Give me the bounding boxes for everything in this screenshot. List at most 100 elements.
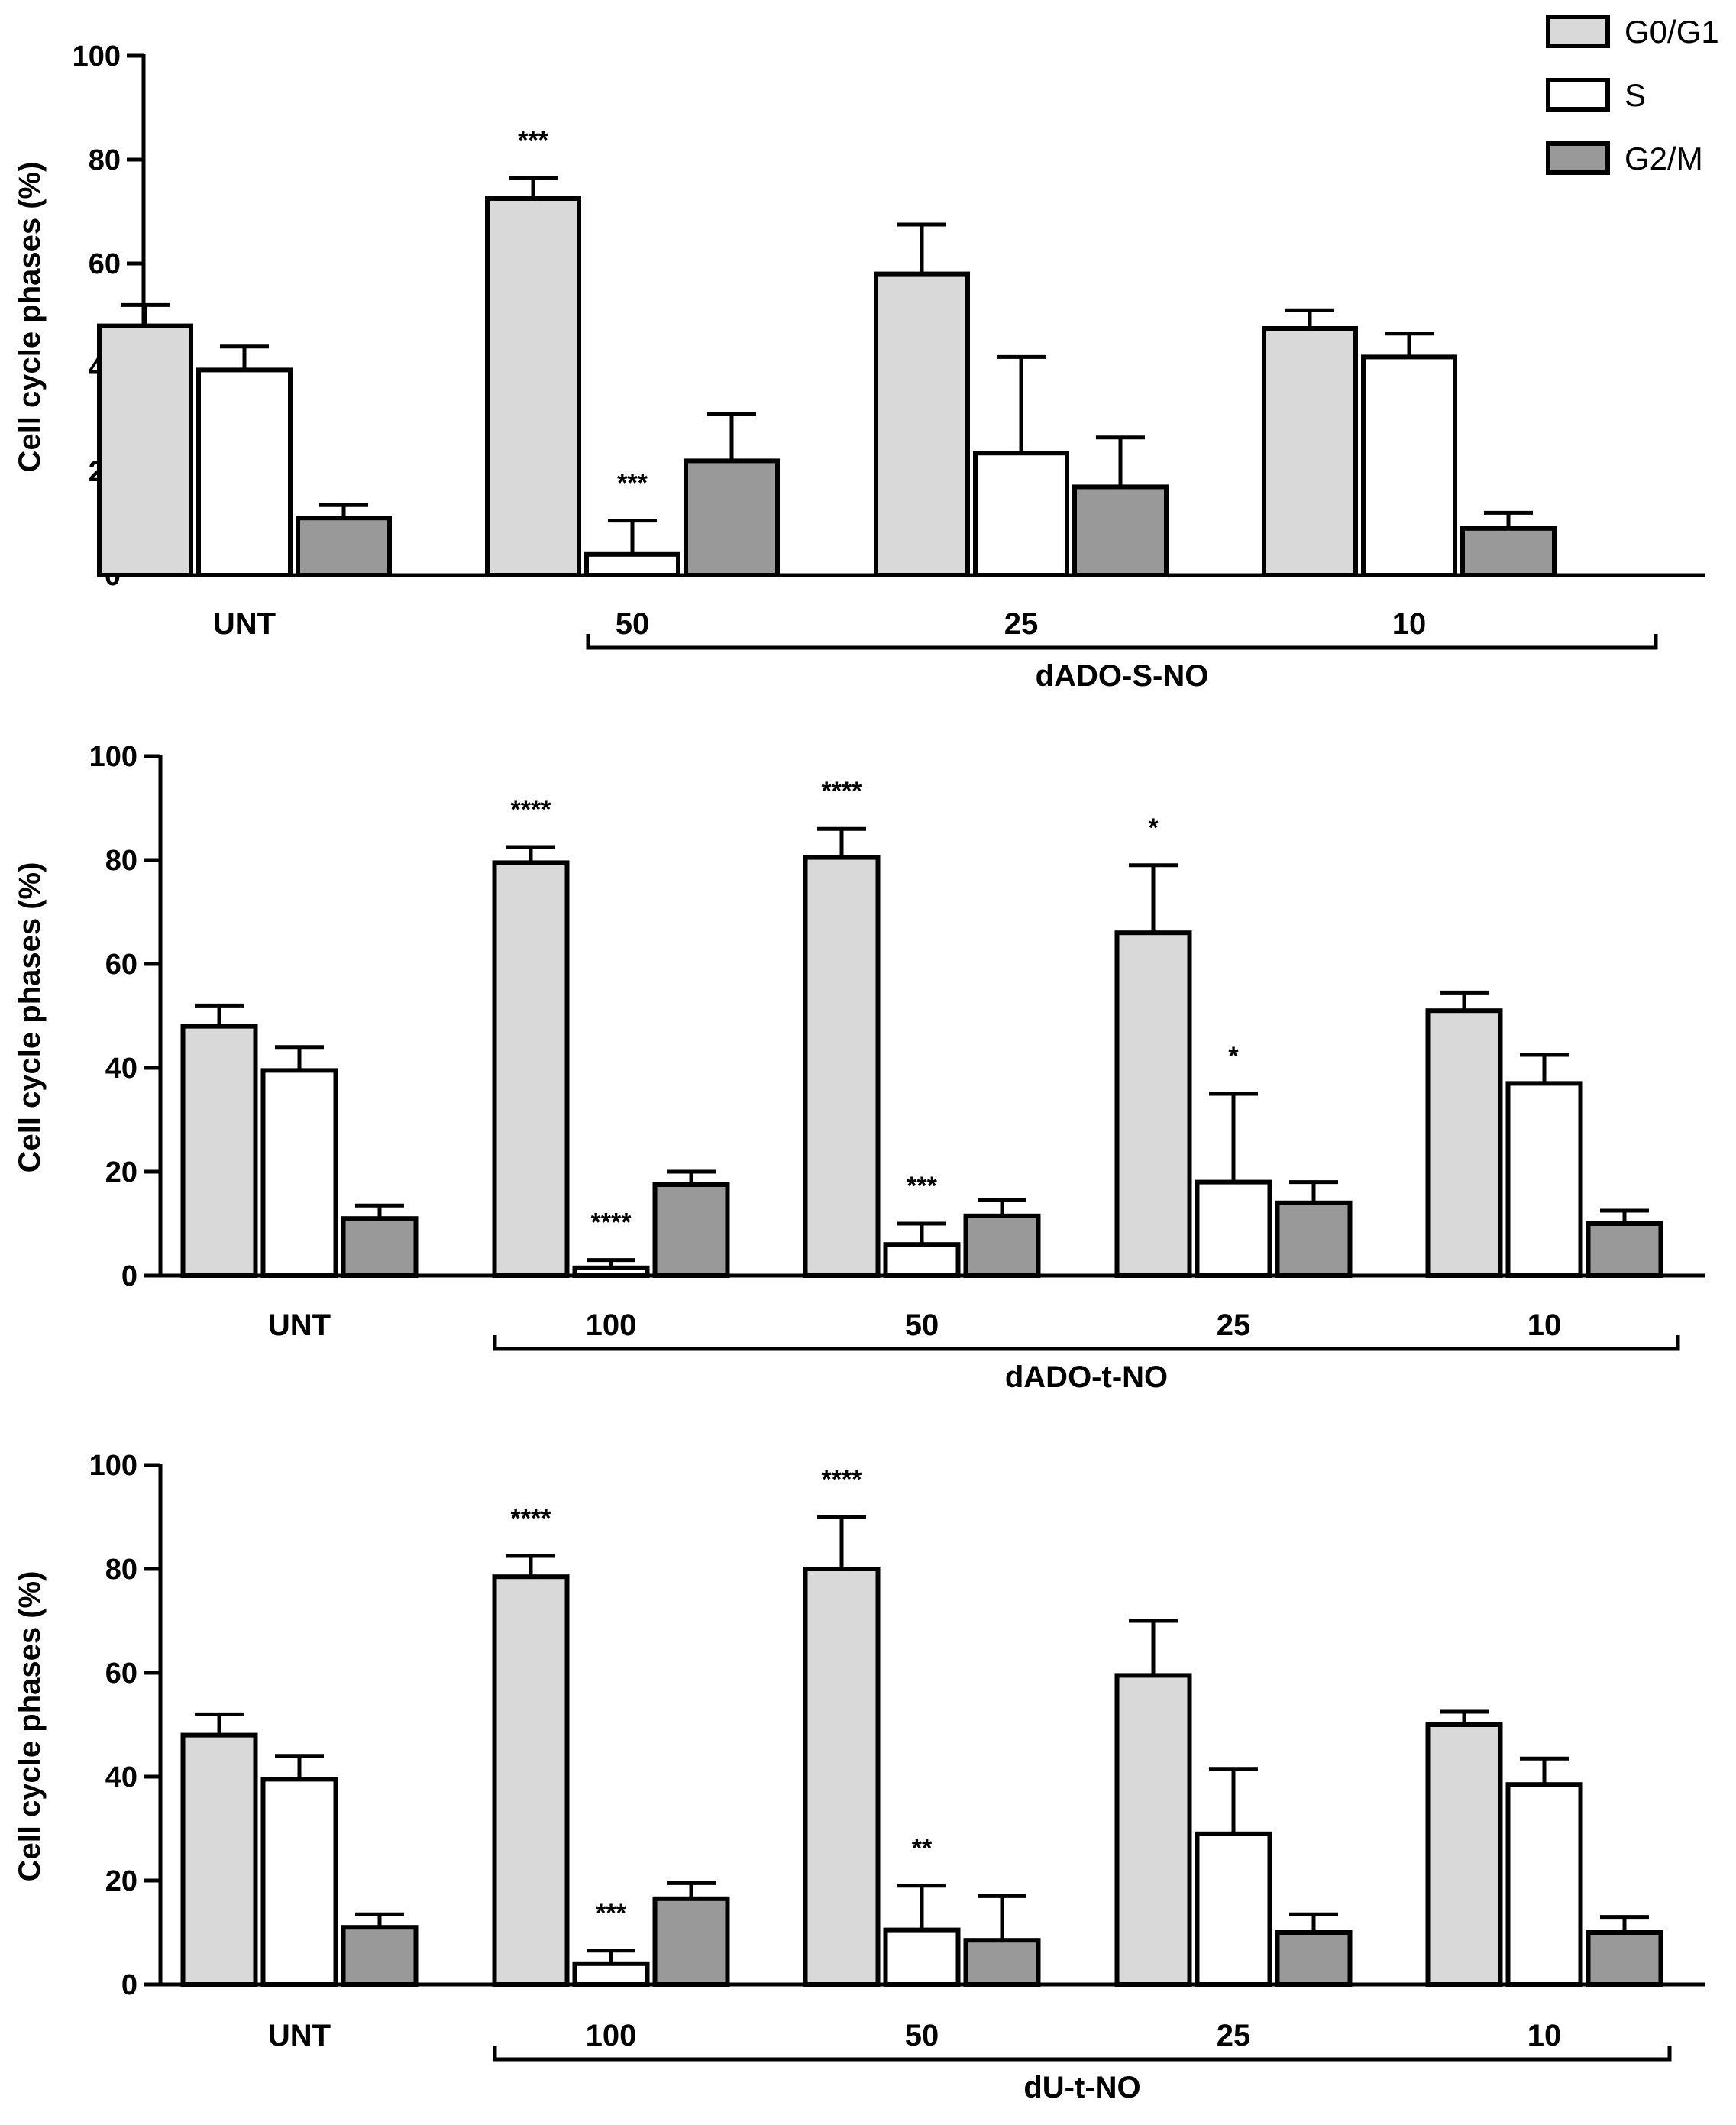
bar-g0-g1 bbox=[1262, 326, 1358, 577]
legend-swatch bbox=[1546, 141, 1610, 175]
bar-g0-g1 bbox=[1114, 930, 1192, 1278]
bar-g2-m bbox=[652, 1182, 730, 1278]
legend-swatch bbox=[1546, 15, 1610, 48]
y-tick-label: 100 bbox=[89, 741, 137, 773]
treatment-bracket bbox=[493, 1335, 1680, 1351]
legend-item: G2/M bbox=[1546, 141, 1703, 176]
y-tick-label: 100 bbox=[73, 40, 121, 73]
chart-panel-3: 0 20 40 60 80 100 Cell cycle phases (%) UNT 100 5… bbox=[13, 1450, 1705, 2104]
bar-s bbox=[572, 1961, 650, 1988]
bar-s bbox=[260, 1777, 338, 1987]
bar-s bbox=[1505, 1782, 1583, 1987]
treatment-bracket bbox=[586, 634, 1658, 650]
legend: G0/G1 S G2/M bbox=[1546, 14, 1719, 176]
y-tick-label: 60 bbox=[89, 248, 121, 280]
significance-marker: *** bbox=[596, 1899, 626, 1928]
y-axis-label: Cell cycle phases (%) bbox=[13, 1571, 47, 1882]
significance-marker: **** bbox=[511, 1504, 552, 1533]
category-label: 25 bbox=[1217, 1308, 1251, 1342]
legend-item: G0/G1 bbox=[1546, 14, 1719, 50]
category-label: 100 bbox=[586, 2019, 637, 2052]
category-label: 10 bbox=[1527, 2019, 1562, 2052]
significance-marker: **** bbox=[591, 1208, 632, 1237]
bar-s bbox=[572, 1265, 650, 1279]
bar-g2-m bbox=[341, 1925, 419, 1987]
y-tick-label: 80 bbox=[105, 1554, 137, 1586]
y-tick-label: 20 bbox=[105, 1865, 137, 1897]
category-label: 10 bbox=[1527, 1308, 1562, 1342]
chart-panel-2: 0 20 40 60 80 100 Cell cycle phases (%) UNT 100 5… bbox=[13, 741, 1705, 1394]
category-label: UNT bbox=[268, 2019, 331, 2052]
y-tick-label: 100 bbox=[89, 1450, 137, 1482]
legend-label: S bbox=[1624, 77, 1646, 113]
y-tick-label: 40 bbox=[105, 1053, 137, 1085]
bar-s bbox=[196, 367, 293, 577]
bar-g0-g1 bbox=[1114, 1673, 1192, 1987]
category-label: UNT bbox=[213, 607, 276, 641]
y-axis-label: Cell cycle phases (%) bbox=[13, 862, 47, 1173]
category-label: 50 bbox=[905, 1308, 939, 1342]
bar-s bbox=[584, 551, 680, 577]
y-tick-label: 60 bbox=[105, 1658, 137, 1690]
category-label: 50 bbox=[616, 607, 650, 641]
bar-g0-g1 bbox=[874, 271, 970, 577]
y-tick-label: 80 bbox=[105, 845, 137, 877]
y-tick-label: 20 bbox=[105, 1156, 137, 1189]
bar-s bbox=[883, 1927, 961, 1988]
legend-item: S bbox=[1546, 77, 1646, 113]
significance-marker: * bbox=[1228, 1042, 1239, 1071]
y-tick-label: 0 bbox=[121, 1260, 137, 1292]
legend-label: G2/M bbox=[1624, 141, 1703, 176]
bar-s bbox=[1195, 1831, 1272, 1988]
y-tick-label: 60 bbox=[105, 949, 137, 981]
bar-g0-g1 bbox=[492, 860, 570, 1278]
y-axis-label: Cell cycle phases (%) bbox=[13, 162, 47, 473]
category-label: 25 bbox=[1217, 2019, 1251, 2052]
significance-marker: **** bbox=[511, 795, 552, 824]
bar-s bbox=[1505, 1081, 1583, 1279]
significance-marker: *** bbox=[518, 126, 548, 155]
bar-g2-m bbox=[684, 458, 780, 578]
category-label: 50 bbox=[905, 2019, 939, 2052]
bar-g2-m bbox=[963, 1938, 1041, 1987]
bar-g0-g1 bbox=[180, 1024, 258, 1278]
bar-s bbox=[883, 1242, 961, 1278]
bar-s bbox=[1195, 1179, 1272, 1278]
bar-g2-m bbox=[296, 516, 392, 578]
bar-g2-m bbox=[963, 1213, 1041, 1279]
y-tick-label: 80 bbox=[89, 144, 121, 176]
significance-marker: ** bbox=[912, 1834, 933, 1863]
significance-marker: **** bbox=[822, 1465, 863, 1494]
significance-marker: *** bbox=[907, 1172, 937, 1201]
bar-g2-m bbox=[1460, 526, 1557, 577]
bar-g2-m bbox=[341, 1216, 419, 1278]
legend-label: G0/G1 bbox=[1624, 14, 1719, 50]
category-label: 100 bbox=[586, 1308, 637, 1342]
legend-swatch bbox=[1546, 78, 1610, 112]
bar-g0-g1 bbox=[492, 1574, 570, 1987]
treatment-group-label: dADO-S-NO bbox=[1036, 659, 1209, 693]
bar-g0-g1 bbox=[97, 323, 193, 577]
y-tick-label: 40 bbox=[105, 1761, 137, 1793]
bar-g0-g1 bbox=[180, 1732, 258, 1988]
significance-marker: * bbox=[1148, 813, 1159, 843]
bar-g2-m bbox=[652, 1896, 730, 1988]
bar-g0-g1 bbox=[1425, 1008, 1503, 1278]
significance-marker: **** bbox=[822, 777, 863, 806]
bar-s bbox=[260, 1068, 338, 1279]
bar-s bbox=[1361, 354, 1457, 577]
bar-g0-g1 bbox=[803, 1567, 881, 1987]
category-label: 25 bbox=[1004, 607, 1039, 641]
y-tick-label: 0 bbox=[121, 1969, 137, 2001]
bar-g2-m bbox=[1586, 1930, 1663, 1987]
treatment-bracket bbox=[493, 2046, 1672, 2062]
bar-g0-g1 bbox=[485, 196, 581, 577]
bar-s bbox=[973, 451, 1069, 578]
category-label: UNT bbox=[268, 1308, 331, 1342]
bar-g2-m bbox=[1275, 1200, 1353, 1279]
bar-g0-g1 bbox=[1425, 1722, 1503, 1987]
treatment-group-label: dADO-t-NO bbox=[1005, 1360, 1168, 1394]
